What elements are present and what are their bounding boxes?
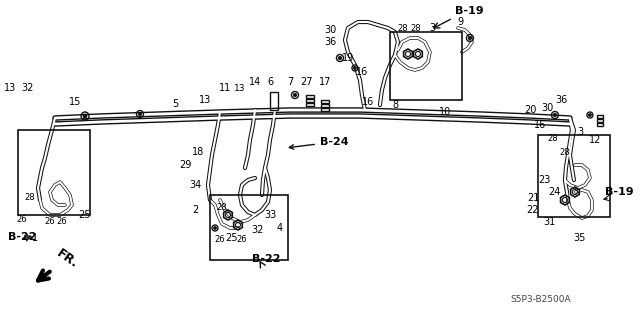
Text: 1: 1: [32, 233, 38, 243]
Text: 17: 17: [319, 77, 331, 87]
Text: 29: 29: [179, 160, 191, 170]
Text: 24: 24: [548, 187, 561, 197]
Text: 16: 16: [356, 67, 368, 77]
Text: B-22: B-22: [252, 254, 280, 264]
Text: B-19: B-19: [605, 187, 634, 197]
Text: 31: 31: [544, 217, 556, 227]
Text: 28: 28: [397, 24, 408, 33]
Text: 30: 30: [542, 103, 554, 113]
Text: 22: 22: [527, 205, 539, 215]
Text: 26: 26: [237, 235, 247, 244]
Circle shape: [214, 226, 216, 229]
Circle shape: [353, 66, 356, 70]
Text: 19: 19: [342, 53, 354, 63]
Circle shape: [293, 93, 297, 97]
Text: 8: 8: [392, 100, 398, 110]
Text: 34: 34: [189, 180, 201, 190]
Text: 28: 28: [559, 147, 570, 157]
Text: 3: 3: [577, 127, 583, 137]
Bar: [597, 118, 603, 122]
Text: S5P3-B2500A: S5P3-B2500A: [510, 295, 571, 304]
Text: 33: 33: [264, 210, 276, 220]
Text: 14: 14: [249, 77, 261, 87]
Circle shape: [338, 56, 342, 60]
Bar: [321, 108, 329, 110]
Bar: [210, 195, 288, 260]
Bar: [306, 94, 314, 98]
Text: 3: 3: [429, 23, 435, 33]
Bar: [18, 130, 90, 215]
Text: 36: 36: [324, 37, 336, 47]
Text: 36: 36: [556, 95, 568, 105]
Text: 26: 26: [214, 235, 225, 244]
Bar: [306, 102, 314, 106]
Text: 25: 25: [226, 233, 238, 243]
Bar: [538, 135, 610, 217]
Bar: [321, 103, 329, 107]
Text: 13: 13: [234, 84, 246, 93]
Text: 26: 26: [45, 218, 55, 226]
Circle shape: [138, 112, 141, 116]
Text: 20: 20: [524, 105, 536, 115]
Text: 6: 6: [267, 77, 273, 87]
Text: 12: 12: [589, 135, 601, 145]
Text: 30: 30: [324, 25, 336, 35]
Text: 21: 21: [527, 193, 539, 203]
Text: 35: 35: [573, 233, 586, 243]
Text: 32: 32: [252, 225, 264, 235]
Circle shape: [588, 114, 591, 116]
Bar: [270, 92, 278, 110]
Bar: [390, 32, 462, 100]
Text: 13: 13: [199, 95, 211, 105]
Text: 7: 7: [287, 77, 293, 87]
Text: 27: 27: [301, 77, 313, 87]
Text: 28: 28: [217, 204, 227, 212]
Text: 23: 23: [539, 175, 551, 185]
Text: 25: 25: [79, 210, 92, 220]
Text: 2: 2: [192, 205, 198, 215]
Text: 26: 26: [57, 218, 67, 226]
Text: 10: 10: [439, 107, 451, 117]
Text: B-24: B-24: [289, 137, 349, 149]
Text: 28: 28: [548, 134, 558, 143]
Text: B-19: B-19: [455, 6, 484, 16]
Text: 15: 15: [69, 97, 81, 107]
Circle shape: [553, 113, 557, 117]
Text: 16: 16: [534, 120, 546, 130]
Bar: [321, 100, 329, 102]
Bar: [306, 99, 314, 101]
Text: 5: 5: [172, 99, 178, 109]
Text: 13: 13: [4, 83, 16, 93]
Text: 11: 11: [219, 83, 231, 93]
Text: FR.: FR.: [54, 247, 81, 271]
Text: 16: 16: [362, 97, 374, 107]
Text: 9: 9: [457, 17, 463, 27]
Text: 28: 28: [411, 24, 421, 33]
Text: 26: 26: [17, 216, 28, 225]
Text: 28: 28: [25, 194, 35, 203]
Circle shape: [468, 36, 472, 40]
Bar: [597, 115, 603, 117]
Text: 18: 18: [192, 147, 204, 157]
Text: 4: 4: [277, 223, 283, 233]
Bar: [597, 122, 603, 125]
Circle shape: [83, 114, 87, 118]
Text: 32: 32: [22, 83, 34, 93]
Text: B-22: B-22: [8, 232, 36, 242]
